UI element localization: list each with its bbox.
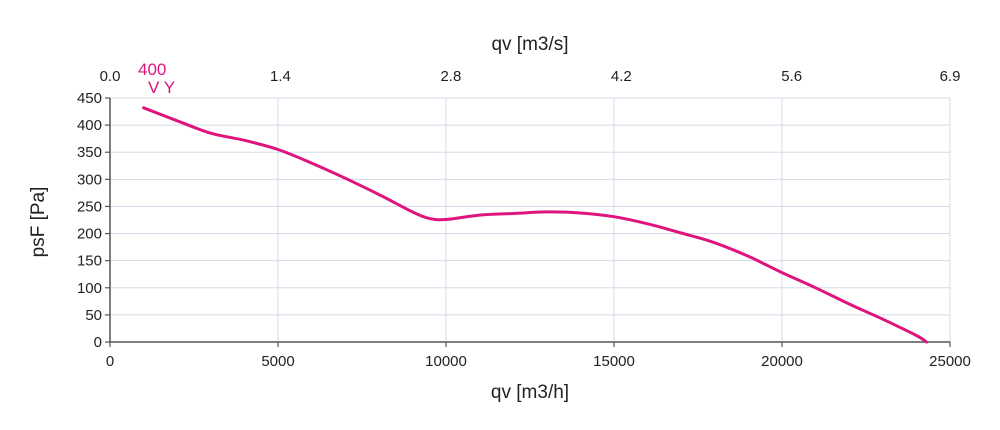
series-line xyxy=(142,106,928,344)
ticks: 0 50 100 150 200 250 300 350 400 450 0 5000 10000 150… xyxy=(77,68,971,370)
x2-tick-label: 6.9 xyxy=(940,68,961,85)
series xyxy=(142,106,928,344)
x2-tick-label: 4.2 xyxy=(611,68,632,85)
axes xyxy=(109,98,950,343)
y-tick-label: 350 xyxy=(77,144,102,161)
x2-tick-label: 2.8 xyxy=(440,68,461,85)
y-tick-label: 100 xyxy=(77,280,102,297)
y-tick-label: 450 xyxy=(77,90,102,107)
y-tick-label: 200 xyxy=(77,226,102,243)
x-tick-label: 15000 xyxy=(593,353,635,370)
y-tick-label: 50 xyxy=(85,307,102,324)
x2-tick-label: 1.4 xyxy=(270,68,291,85)
y-tick-label: 150 xyxy=(77,253,102,270)
y-tick-label: 250 xyxy=(77,198,102,215)
series-label-line-1: 400 xyxy=(138,60,166,79)
x-axis-title: qv [m3/h] xyxy=(491,382,569,403)
series-label-line-2: V Y xyxy=(148,78,175,97)
x2-axis-title: qv [m3/s] xyxy=(491,34,568,55)
grid xyxy=(109,97,951,343)
x-tick-label: 10000 xyxy=(425,353,467,370)
series-label: 400 V Y xyxy=(138,60,175,97)
y-tick-label: 300 xyxy=(77,171,102,188)
y-tick-label: 400 xyxy=(77,117,102,134)
x2-tick-label: 0.0 xyxy=(100,68,121,85)
y-tick-label: 0 xyxy=(94,334,102,351)
x2-tick-label: 5.6 xyxy=(781,68,802,85)
x-tick-label: 25000 xyxy=(929,353,971,370)
y-axis-title: psF [Pa] xyxy=(28,187,49,258)
x-tick-label: 0 xyxy=(106,353,114,370)
x-tick-label: 5000 xyxy=(261,353,294,370)
x-tick-label: 20000 xyxy=(761,353,803,370)
